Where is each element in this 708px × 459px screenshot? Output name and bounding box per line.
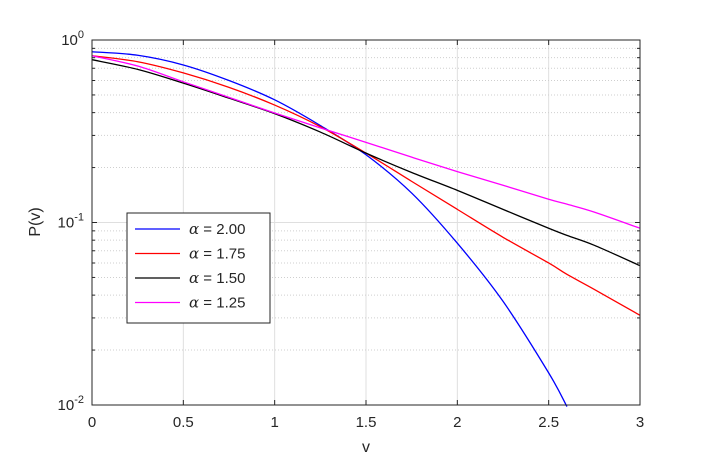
legend-symbol: α — [189, 294, 199, 312]
series-lines — [91, 51, 641, 407]
legend-value: = 1.50 — [199, 270, 245, 287]
x-tick-label: 2.5 — [538, 414, 559, 431]
x-tick-label: 2 — [453, 414, 461, 431]
legend-symbol: α — [189, 269, 199, 287]
legend-box — [126, 212, 271, 324]
legend-entry: α = 1.50 — [189, 269, 245, 287]
legend-symbol: α — [189, 245, 199, 263]
series-line-2 — [91, 55, 641, 316]
legend: α = 2.00α = 1.75α = 1.50α = 1.25 — [126, 212, 271, 324]
x-tick-label: 1.5 — [356, 414, 377, 431]
x-tick-label: 0 — [88, 414, 96, 431]
legend-symbol: α — [189, 220, 199, 238]
series-line-4 — [91, 55, 641, 229]
series-line-3 — [91, 59, 641, 267]
legend-entry: α = 2.00 — [189, 220, 245, 238]
x-axis-label: v — [362, 439, 370, 456]
legend-entry: α = 1.75 — [189, 245, 245, 263]
y-tick-label: 100 — [61, 29, 84, 49]
y-tick-base: 10 — [58, 397, 75, 414]
y-tick-base: 10 — [58, 215, 75, 232]
legend-value: = 1.75 — [199, 246, 245, 263]
legend-value: = 1.25 — [199, 295, 245, 312]
y-tick-base: 10 — [61, 32, 78, 49]
y-tick-exponent: -1 — [74, 212, 84, 224]
x-tick-label: 0.5 — [173, 414, 194, 431]
y-tick-exponent: 0 — [78, 29, 84, 41]
y-tick-exponent: -2 — [74, 394, 84, 406]
legend-entry: α = 1.25 — [189, 294, 245, 312]
y-tick-label: 10-2 — [58, 394, 84, 414]
legend-value: = 2.00 — [199, 221, 245, 238]
y-tick-label: 10-1 — [58, 212, 84, 232]
x-tick-label: 3 — [636, 414, 644, 431]
x-tick-label: 1 — [270, 414, 278, 431]
y-axis-label: P(v) — [27, 207, 44, 236]
